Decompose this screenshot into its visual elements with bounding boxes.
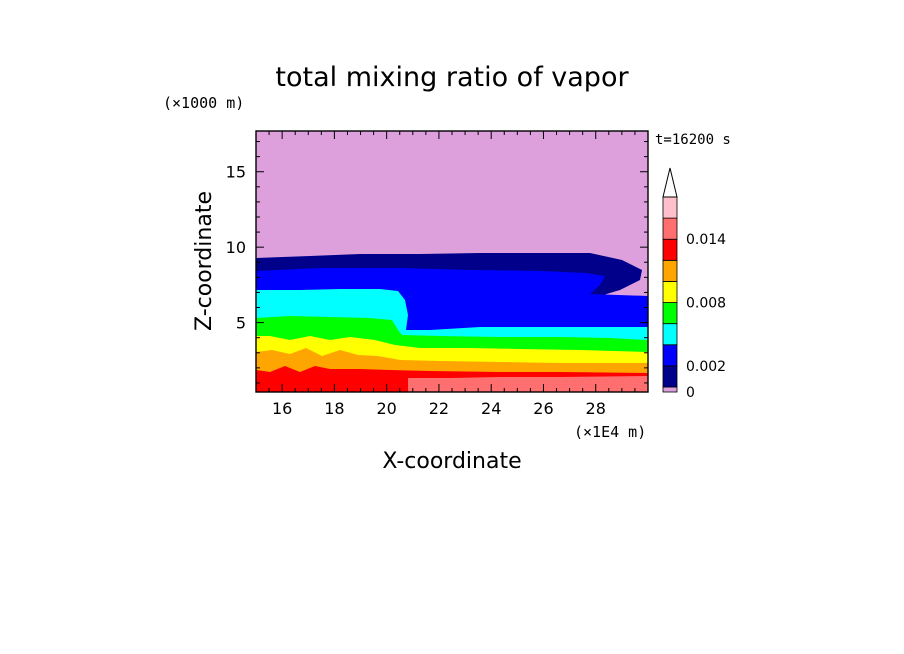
colorbar-label: 0.014 bbox=[686, 232, 726, 248]
colorbar-swatch bbox=[662, 344, 678, 367]
time-label: t=16200 s bbox=[655, 132, 731, 148]
colorbar-swatch bbox=[662, 259, 678, 282]
colorbar-label: 0 bbox=[686, 385, 695, 401]
x-tick-label: 20 bbox=[376, 399, 396, 418]
colorbar: 0 0.002 0.008 0.014 bbox=[662, 167, 726, 401]
y-tick-label: 15 bbox=[226, 163, 246, 182]
contour-cell-level-2 bbox=[430, 294, 446, 300]
x-tick-label: 18 bbox=[324, 399, 344, 418]
x-tick-label: 24 bbox=[481, 399, 501, 418]
colorbar-swatch bbox=[662, 196, 678, 219]
x-axis: 16 18 20 22 24 26 28 bbox=[255, 131, 649, 418]
colorbar-label: 0.002 bbox=[686, 359, 726, 375]
contour-cell-level-2 bbox=[412, 296, 424, 305]
colorbar-swatch bbox=[662, 323, 678, 346]
contour-cell-level-2 bbox=[458, 298, 476, 306]
x-tick-label: 22 bbox=[429, 399, 449, 418]
x-tick-label: 26 bbox=[533, 399, 553, 418]
x-tick-label: 28 bbox=[586, 399, 606, 418]
y-axis: 5 10 15 bbox=[226, 141, 648, 384]
colorbar-extend-arrow bbox=[662, 167, 678, 198]
contour-region-level-8 bbox=[408, 376, 648, 392]
colorbar-swatch bbox=[662, 365, 678, 388]
y-tick-label: 5 bbox=[236, 314, 246, 333]
colorbar-label: 0.008 bbox=[686, 296, 726, 312]
colorbar-swatch bbox=[662, 302, 678, 325]
colorbar-swatch bbox=[662, 238, 678, 261]
y-tick-label: 10 bbox=[226, 238, 246, 257]
x-unit-label: (×1E4 m) bbox=[574, 423, 646, 441]
x-axis-title: X-coordinate bbox=[382, 449, 521, 474]
colorbar-swatch bbox=[662, 386, 678, 393]
x-tick-label: 16 bbox=[272, 399, 292, 418]
y-unit-label: (×1000 m) bbox=[163, 94, 244, 112]
colorbar-swatch bbox=[662, 217, 678, 240]
contour-field bbox=[256, 131, 648, 392]
chart-title: total mixing ratio of vapor bbox=[275, 62, 629, 93]
y-axis-title: Z-coordinate bbox=[192, 191, 217, 331]
colorbar-swatch bbox=[662, 281, 678, 303]
